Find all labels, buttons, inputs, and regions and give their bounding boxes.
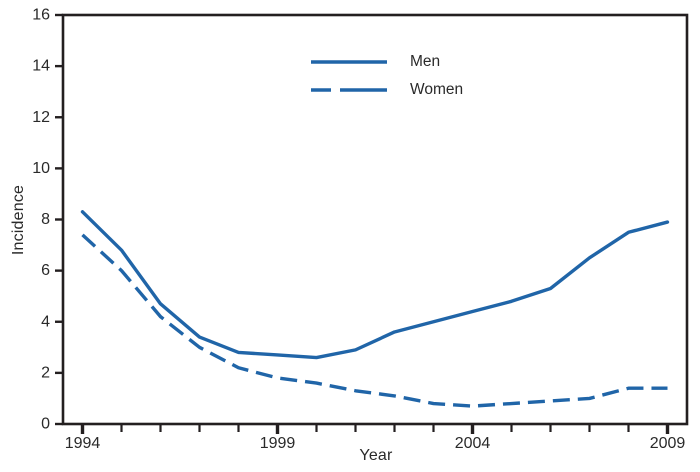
- legend-label-women: Women: [410, 81, 464, 98]
- y-tick-label: 0: [41, 416, 50, 433]
- legend: Men Women: [310, 53, 463, 99]
- women-series-line: [81, 233, 668, 408]
- y-tick-label: 14: [32, 58, 50, 75]
- plot-border: [61, 13, 689, 426]
- x-tick-label: 2009: [650, 435, 686, 452]
- x-tick-label: 1999: [260, 435, 296, 452]
- legend-item-men: Men: [310, 53, 463, 71]
- y-tick-label: 10: [32, 160, 50, 177]
- men-series-line: [80, 210, 670, 360]
- y-tick-label: 2: [41, 364, 50, 381]
- y-tick-label: 12: [32, 109, 50, 126]
- x-tick-label: 2004: [455, 435, 491, 452]
- y-tick-label: 6: [41, 262, 50, 279]
- men-line-swatch: [311, 60, 387, 64]
- x-axis-title: Year: [359, 447, 393, 464]
- y-tick-label: 16: [32, 7, 50, 24]
- y-axis-title: Incidence: [10, 184, 27, 256]
- legend-item-women: Women: [310, 81, 463, 99]
- y-tick-label: 4: [41, 313, 50, 330]
- legend-label-men: Men: [410, 53, 441, 70]
- y-tick-label: 8: [41, 211, 50, 228]
- x-tick-label: 1994: [65, 435, 101, 452]
- women-line-swatch: [311, 88, 387, 92]
